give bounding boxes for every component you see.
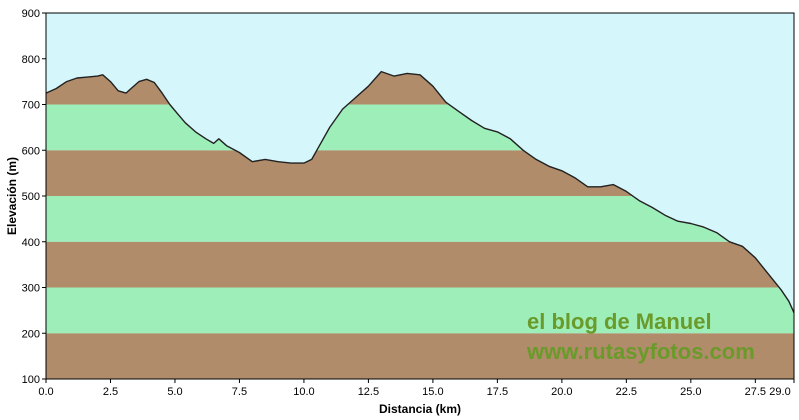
x-tick-label: 10.0 — [293, 386, 314, 398]
y-tick-label: 700 — [22, 100, 40, 112]
x-tick-label: 22.5 — [616, 386, 637, 398]
x-tick-label: 15.0 — [422, 386, 443, 398]
elevation-band — [46, 333, 794, 379]
x-tick-label: 25.0 — [680, 386, 701, 398]
elevation-profile-line — [46, 70, 794, 313]
x-tick-label: 20.0 — [551, 386, 572, 398]
y-tick-label: 200 — [22, 328, 40, 340]
x-tick-label: 0.0 — [38, 386, 53, 398]
y-tick-label: 100 — [22, 374, 40, 386]
x-tick-label: 12.5 — [358, 386, 379, 398]
elevation-band — [46, 241, 794, 288]
y-tick-label: 500 — [22, 191, 40, 203]
x-tick-label: 17.5 — [487, 386, 508, 398]
elevation-band — [46, 287, 794, 334]
x-axis-title: Distancia (km) — [379, 402, 461, 416]
x-tick-label: 2.5 — [103, 386, 118, 398]
watermark-blog-name: el blog de Manuel — [527, 309, 712, 334]
x-tick-label: 29.0 — [769, 386, 790, 398]
y-tick-label: 600 — [22, 145, 40, 157]
x-axis: 0.0 2.5 5.0 7.5 10.0 12.5 15.0 17.5 20.0 22.5 25.0… — [38, 379, 795, 398]
x-tick-label: 7.5 — [232, 386, 247, 398]
y-tick-label: 300 — [22, 283, 40, 295]
y-tick-label: 900 — [22, 8, 40, 20]
y-tick-label: 800 — [22, 54, 40, 66]
x-tick-label: 5.0 — [167, 386, 182, 398]
y-tick-label: 400 — [22, 237, 40, 249]
x-tick-label: 27.5 — [745, 386, 766, 398]
y-axis: 100 200 300 400 500 600 700 800 900 — [22, 8, 46, 386]
watermark-url: www.rutasyfotos.com — [526, 339, 755, 364]
plot-area — [46, 13, 794, 379]
y-axis-title: Elevación (m) — [5, 157, 19, 235]
